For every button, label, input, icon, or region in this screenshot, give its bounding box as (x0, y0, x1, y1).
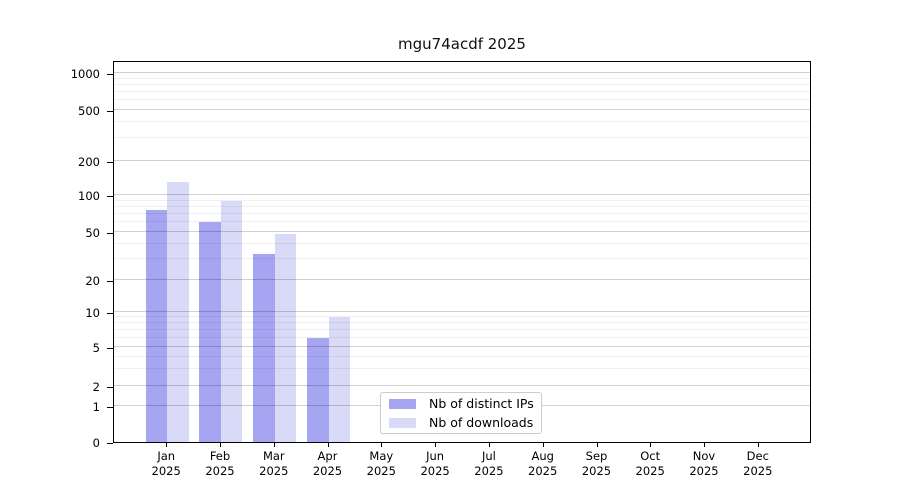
bar-downloads (328, 317, 351, 442)
x-tick-label: Jan 2025 (151, 449, 181, 478)
gridline-minor (114, 213, 810, 214)
gridline-major (114, 160, 810, 161)
gridline-minor (114, 77, 810, 79)
legend-label-distinct-ips: Nb of distinct IPs (429, 396, 534, 411)
bar-distinct-ips (307, 337, 329, 442)
x-tick-label: Jun 2025 (420, 449, 450, 478)
gridline-minor (114, 367, 810, 369)
gridline-minor (114, 91, 810, 92)
legend-item-distinct-ips: Nb of distinct IPs (381, 396, 541, 412)
bar-distinct-ips (253, 253, 275, 442)
y-tick-label: 0 (92, 436, 100, 450)
y-tick-mark (107, 161, 113, 163)
gridline-minor (114, 242, 810, 244)
x-tick-mark (542, 443, 544, 447)
gridline-minor (114, 83, 810, 85)
x-tick-label: Apr 2025 (312, 449, 343, 478)
bar-downloads (274, 234, 297, 442)
gridline-minor (114, 355, 810, 357)
gridline-major (114, 231, 810, 232)
gridline-minor (114, 316, 810, 318)
gridline-minor (114, 121, 810, 123)
gridline-major (114, 346, 810, 347)
y-tick-mark (107, 232, 113, 234)
gridline-minor (114, 221, 810, 223)
x-tick-label: Nov 2025 (689, 449, 719, 478)
plot-area (113, 61, 811, 443)
x-tick-mark (220, 443, 221, 447)
x-tick-mark (381, 443, 383, 447)
x-tick-label: Jul 2025 (474, 449, 504, 478)
y-tick-label: 500 (78, 104, 100, 118)
gridline-minor (114, 322, 810, 324)
gridline-minor (114, 329, 810, 330)
x-tick-mark (166, 443, 168, 447)
x-tick-mark (596, 443, 598, 447)
y-tick-label: 100 (78, 189, 100, 203)
y-tick-mark (107, 442, 113, 444)
gridline-major (114, 385, 810, 386)
x-tick-label: May 2025 (366, 449, 396, 478)
x-tick-label: Sep 2025 (581, 449, 612, 478)
y-tick-label: 1000 (70, 67, 100, 81)
gridline-major (114, 109, 810, 110)
gridline-minor (114, 205, 810, 207)
legend-swatch-distinct-ips (389, 398, 416, 409)
x-tick-label: Oct 2025 (635, 449, 665, 478)
y-tick-mark (107, 386, 113, 388)
legend-swatch-downloads (389, 417, 416, 428)
x-tick-mark (757, 443, 759, 447)
gridline-major (114, 72, 810, 73)
y-tick-mark (107, 280, 113, 282)
y-tick-label: 10 (85, 306, 100, 320)
x-tick-label: Feb 2025 (205, 449, 235, 478)
x-tick-mark (273, 443, 275, 447)
y-tick-mark (107, 73, 113, 75)
chart-title: mgu74acdf 2025 (398, 35, 526, 53)
y-tick-label: 5 (92, 341, 100, 355)
y-tick-label: 2 (92, 380, 100, 394)
x-tick-mark (435, 443, 437, 447)
x-tick-mark (488, 443, 490, 447)
y-tick-mark (107, 406, 113, 408)
y-tick-mark (107, 347, 113, 349)
gridline-minor (114, 99, 810, 101)
y-tick-mark (107, 312, 113, 314)
gridline-major (114, 279, 810, 280)
x-tick-mark (650, 443, 652, 447)
legend-label-downloads: Nb of downloads (429, 415, 534, 430)
gridline-major (114, 311, 810, 312)
x-tick-mark (327, 443, 329, 447)
y-tick-mark (107, 195, 113, 197)
gridline-minor (114, 257, 810, 259)
bar-distinct-ips (145, 210, 168, 442)
bar-downloads (220, 200, 243, 442)
y-tick-label: 1 (92, 400, 100, 414)
x-tick-label: Aug 2025 (528, 449, 558, 478)
y-tick-label: 20 (85, 274, 100, 288)
y-tick-label: 200 (78, 155, 100, 169)
gridline-minor (114, 336, 810, 338)
x-tick-label: Dec 2025 (743, 449, 773, 478)
chart-legend: Nb of distinct IPs Nb of downloads (380, 392, 542, 434)
bar-distinct-ips (199, 222, 221, 442)
x-tick-label: Mar 2025 (259, 449, 289, 478)
gridline-major (114, 194, 810, 195)
gridline-minor (114, 199, 810, 201)
bar-downloads (167, 182, 189, 442)
y-tick-label: 50 (85, 226, 100, 240)
gridline-minor (114, 137, 810, 139)
legend-item-downloads: Nb of downloads (381, 415, 541, 431)
y-tick-mark (107, 110, 113, 112)
x-tick-mark (704, 443, 705, 447)
